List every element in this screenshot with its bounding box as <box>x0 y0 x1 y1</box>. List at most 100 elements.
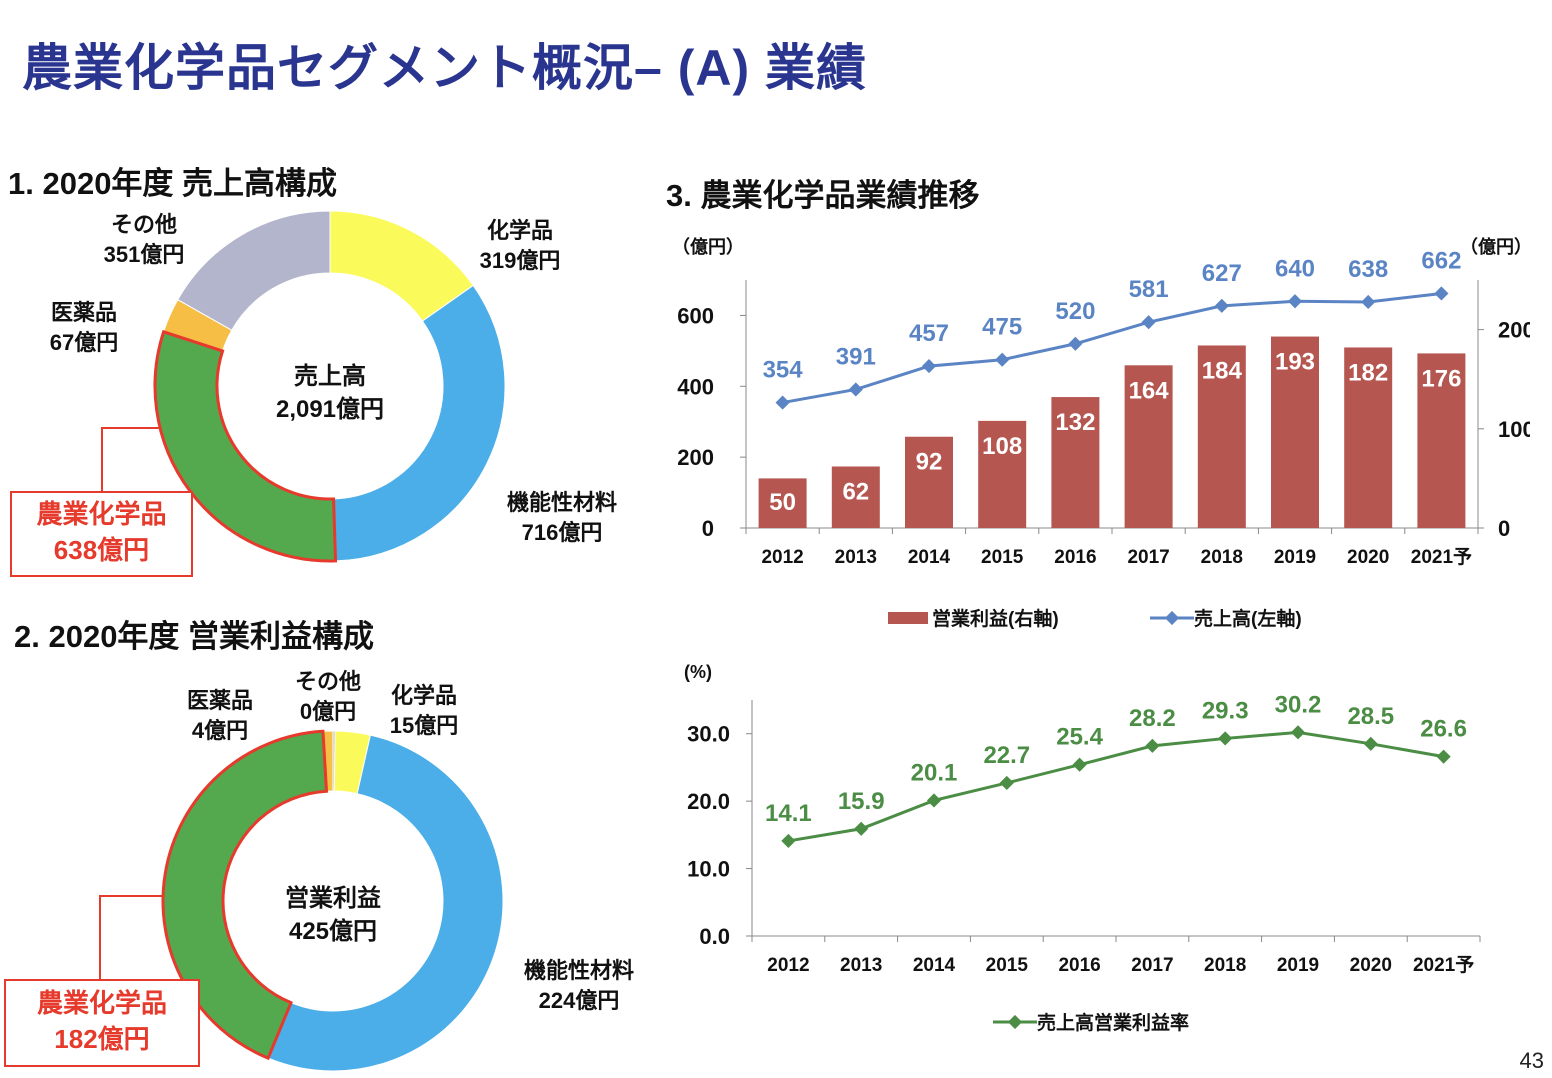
profit-label-functional: 機能性材料 224億円 <box>509 956 649 1016</box>
profit-bar <box>978 420 1027 528</box>
profit-bar-label: 92 <box>916 449 943 476</box>
sales-point-label: 581 <box>1129 276 1169 303</box>
margin-point-label: 25.4 <box>1056 724 1103 751</box>
slice-value: 716億円 <box>521 520 603 545</box>
sales-point <box>775 395 790 410</box>
profit-bar <box>758 478 807 528</box>
section1-title: 1. 2020年度 売上高構成 <box>8 166 338 201</box>
margin-x-category-label: 2014 <box>913 955 956 976</box>
sales-point-label: 354 <box>763 357 804 384</box>
profit-label-other: その他 0億円 <box>278 667 378 727</box>
section2-title: 2. 2020年度 営業利益構成 <box>14 619 375 654</box>
profit-bar <box>905 436 953 528</box>
slice-name: 機能性材料 <box>523 958 634 983</box>
sales-line <box>782 291 1442 405</box>
profit-bar-label: 108 <box>982 433 1022 460</box>
profit-slice-functional <box>267 734 504 1072</box>
legend-margin-label: 売上高営業利益率 <box>1037 1013 1190 1034</box>
x-category-label: 2012 <box>761 547 803 568</box>
profit-bar-label: 164 <box>1129 377 1170 404</box>
margin-point-label: 28.2 <box>1129 705 1176 732</box>
profit-center-value: 425億円 <box>288 918 378 945</box>
unit-margin: (%) <box>684 662 712 682</box>
sales-callout-line <box>101 427 160 491</box>
section3-title: 3. 農業化学品業績推移 <box>666 178 980 213</box>
profit-bar-label: 50 <box>769 489 796 516</box>
left-tick-label: 200 <box>677 445 714 470</box>
slice-value: 15億円 <box>389 713 459 738</box>
slice-name: 農業化学品 <box>36 988 167 1018</box>
margin-x-category-label: 2015 <box>986 955 1029 976</box>
margin-point <box>1072 757 1087 772</box>
profit-bar <box>1271 336 1319 528</box>
margin-point <box>999 775 1014 791</box>
unit-left: （億円） <box>672 237 744 257</box>
margin-line <box>788 730 1444 843</box>
x-category-label: 2014 <box>908 547 951 568</box>
margin-point <box>926 793 942 808</box>
profit-bar <box>1344 347 1393 528</box>
legend-line-swatch <box>1150 610 1194 625</box>
margin-point <box>781 833 796 848</box>
slice-name: 化学品 <box>486 218 553 243</box>
profit-bar <box>1124 365 1173 528</box>
sales-point <box>1361 294 1376 310</box>
sales-center-value: 2,091億円 <box>275 396 385 423</box>
unit-right: （億円） <box>1460 237 1532 257</box>
margin-x-category-label: 2013 <box>840 955 882 976</box>
sales-agrochem-highlight: 農業化学品 638億円 <box>10 491 193 577</box>
profit-bar-label: 193 <box>1275 349 1315 376</box>
profit-bar-label: 176 <box>1421 365 1461 392</box>
legend-sales: 売上高(左軸) <box>1150 604 1302 631</box>
legend-sales-label: 売上高(左軸) <box>1194 609 1302 630</box>
sales-point <box>1068 336 1083 351</box>
slice-value: 319億円 <box>479 248 561 273</box>
sales-donut-center: 売上高 2,091億円 <box>240 360 420 426</box>
margin-y-tick-label: 30.0 <box>687 722 730 747</box>
slice-name: その他 <box>294 669 361 694</box>
profit-donut-chart <box>161 729 504 1072</box>
sales-donut-chart <box>153 210 506 563</box>
slice-name: その他 <box>110 212 177 237</box>
x-category-label: 2018 <box>1201 547 1243 568</box>
margin-point-label: 15.9 <box>838 788 885 815</box>
profit-bar-label: 182 <box>1348 359 1388 386</box>
margin-point-label: 22.7 <box>983 742 1030 769</box>
x-category-label: 2013 <box>835 547 877 568</box>
slice-value: 67億円 <box>49 330 119 355</box>
sales-point <box>1287 294 1303 309</box>
margin-point <box>854 821 869 836</box>
sales-slice-other <box>177 210 331 331</box>
profit-bar-label: 132 <box>1055 409 1095 436</box>
x-category-label: 2019 <box>1274 547 1316 568</box>
profit-callout-line <box>99 895 162 979</box>
sales-point-label: 475 <box>982 314 1022 341</box>
margin-point <box>1290 725 1306 740</box>
profit-bar <box>1197 345 1246 528</box>
margin-x-category-label: 2021予 <box>1413 955 1474 976</box>
profit-bar <box>831 466 880 528</box>
sales-point <box>1141 315 1156 330</box>
page-title: 農業化学品セグメント概況– (A) 業績 <box>22 40 867 96</box>
sales-point-label: 627 <box>1202 260 1242 287</box>
margin-x-category-label: 2016 <box>1058 955 1100 976</box>
slice-value: 638億円 <box>53 535 150 565</box>
margin-point-label: 28.5 <box>1347 703 1394 730</box>
sales-label-other: その他 351億円 <box>84 210 204 270</box>
margin-point-label: 20.1 <box>911 759 958 786</box>
sales-point-label: 391 <box>836 343 876 370</box>
performance-combo-chart: 0 200 400 600 0 100 200 50 62 92 108 132 164 184 193 18… <box>677 250 1530 568</box>
sales-point-label: 638 <box>1348 256 1388 283</box>
right-tick-label: 0 <box>1498 516 1510 541</box>
margin-x-category-label: 2020 <box>1350 955 1392 976</box>
sales-slice-agrochem <box>153 329 338 563</box>
margin-x-category-label: 2017 <box>1131 955 1173 976</box>
margin-point <box>1145 738 1160 753</box>
legend-margin-swatch <box>993 1014 1037 1029</box>
page-number: 43 <box>1519 1048 1544 1073</box>
profit-label-chemicals: 化学品 15億円 <box>374 681 474 741</box>
sales-point <box>1214 298 1229 313</box>
margin-point <box>1218 731 1233 746</box>
x-category-label: 2015 <box>981 547 1024 568</box>
margin-x-category-label: 2012 <box>767 955 809 976</box>
